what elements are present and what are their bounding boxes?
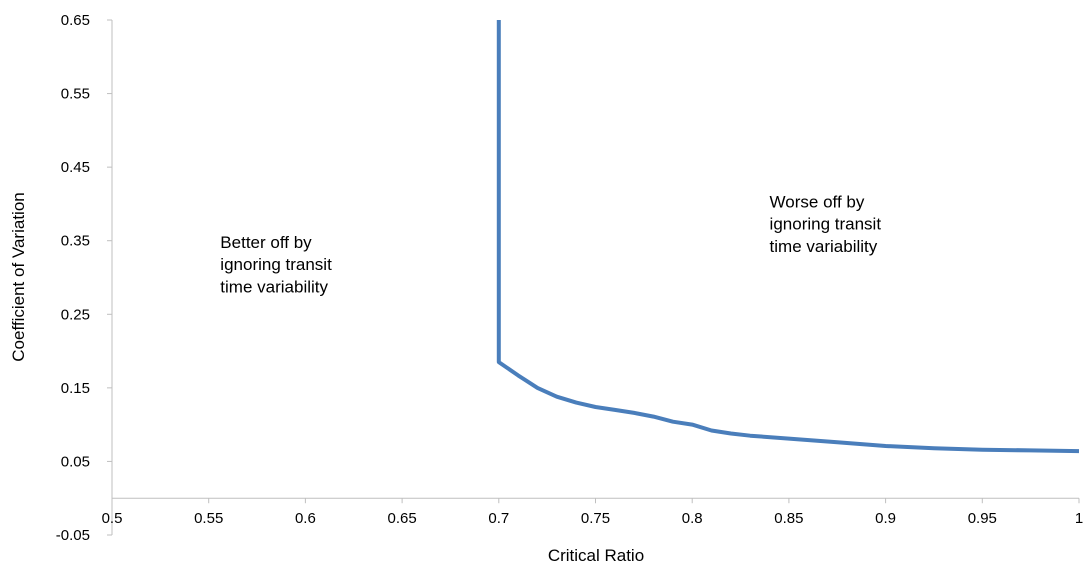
x-tick-label: 0.7 <box>488 510 509 527</box>
y-axis-title: Coefficient of Variation <box>9 192 28 361</box>
y-tick-label: 0.35 <box>61 233 90 250</box>
y-tick-label: 0.25 <box>61 306 90 323</box>
x-tick-label: 0.85 <box>774 510 803 527</box>
x-tick-label: 0.75 <box>581 510 610 527</box>
x-tick-label: 0.5 <box>102 510 123 527</box>
tick-labels: -0.05 0.05 0.15 0.25 0.35 0.45 0.55 0.65 0.5 0.55… <box>56 12 1083 544</box>
y-tick-label: 0.55 <box>61 86 90 103</box>
x-axis-title: Critical Ratio <box>548 546 644 565</box>
series-group <box>496 20 1080 454</box>
annotation-line: ignoring transit <box>770 215 882 234</box>
annotation-line: time variability <box>220 277 328 296</box>
annotation-line: Worse off by <box>770 193 865 212</box>
y-tick-label: 0.65 <box>61 12 90 29</box>
annotation-line: time variability <box>770 237 878 256</box>
x-tick-label: 0.95 <box>968 510 997 527</box>
annotation-text: Worse off by ignoring transit time variabi… <box>770 193 882 256</box>
annotation-line: Better off by <box>220 233 312 252</box>
series-line <box>496 20 1080 454</box>
annotations: Better off by ignoring transit time variab… <box>220 193 881 297</box>
annotation-text: Better off by ignoring transit time variab… <box>220 233 332 296</box>
y-tick-label: 0.05 <box>61 453 90 470</box>
x-tick-label: 0.8 <box>682 510 703 527</box>
x-tick-label: 0.6 <box>295 510 316 527</box>
axes <box>107 19 1080 536</box>
x-tick-label: 0.65 <box>387 510 416 527</box>
annotation-line: ignoring transit <box>220 255 332 274</box>
x-tick-label: 1 <box>1075 510 1083 527</box>
x-tick-label: 0.55 <box>194 510 223 527</box>
y-tick-label: 0.45 <box>61 159 90 176</box>
y-tick-label: -0.05 <box>56 527 90 544</box>
x-tick-label: 0.9 <box>875 510 896 527</box>
y-tick-label: 0.15 <box>61 380 90 397</box>
